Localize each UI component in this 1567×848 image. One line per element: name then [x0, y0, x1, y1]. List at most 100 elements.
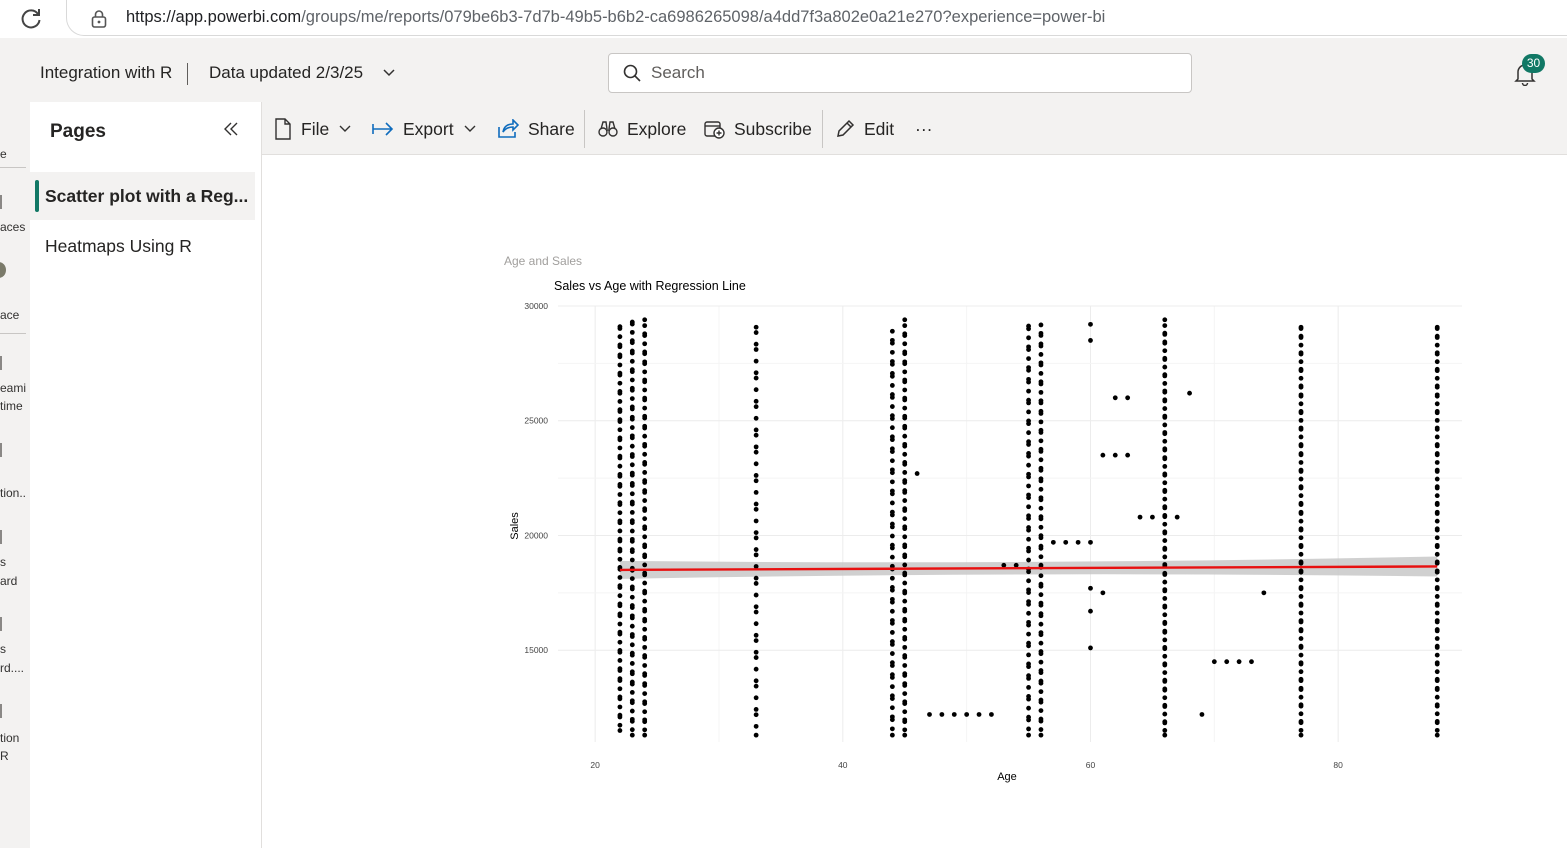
nav-item-icon[interactable] [0, 617, 2, 631]
scatter-point [1298, 643, 1304, 649]
scatter-point [642, 387, 648, 393]
nav-item-label[interactable]: ard [0, 574, 18, 588]
scatter-point [629, 509, 635, 515]
scatter-point [617, 362, 623, 368]
scatter-point [902, 671, 908, 677]
nav-item-icon[interactable] [0, 443, 2, 457]
nav-item-label[interactable]: s [0, 555, 6, 569]
scatter-point [1434, 535, 1440, 541]
scatter-point [1162, 628, 1168, 634]
nav-item-label[interactable]: s [0, 642, 6, 656]
scatter-point [1434, 702, 1440, 708]
scatter-point [1088, 608, 1093, 614]
scatter-point [1088, 338, 1093, 343]
scatter-point [1298, 601, 1304, 607]
nav-item-label[interactable]: time [0, 399, 23, 413]
explore-label: Explore [627, 118, 687, 139]
nav-item-label[interactable]: ace [0, 308, 20, 322]
edit-button[interactable]: Edit [835, 117, 894, 141]
scatter-point [642, 488, 648, 493]
scatter-point [1162, 529, 1168, 535]
scatter-point [1298, 342, 1304, 348]
scatter-point [1434, 493, 1440, 499]
nav-item-icon[interactable] [0, 195, 2, 209]
scatter-point [617, 621, 623, 627]
scatter-point [1298, 618, 1304, 624]
scatter-point [642, 671, 648, 677]
nav-item-icon[interactable] [0, 704, 2, 718]
scatter-point [617, 334, 623, 340]
url-field[interactable] [66, 0, 1567, 36]
search-input[interactable] [649, 60, 1173, 86]
scatter-point [617, 629, 623, 635]
header-divider [187, 63, 188, 85]
scatter-point [617, 722, 623, 728]
nav-item-label[interactable]: eami [0, 381, 27, 395]
collapse-pane-icon[interactable] [223, 122, 239, 136]
scatter-plot[interactable]: Sales vs Age with Regression Line 20 40 60… [500, 270, 1470, 790]
data-updated-label[interactable]: Data updated 2/3/25 [209, 63, 364, 82]
scatter-point [1026, 335, 1031, 341]
share-button[interactable]: Share [497, 117, 575, 141]
y-tick-label: 30000 [524, 301, 548, 311]
scatter-point [629, 319, 635, 325]
scatter-point [753, 501, 759, 507]
scatter-point [902, 588, 908, 594]
export-menu-button[interactable]: Export [372, 117, 476, 141]
scatter-point [1038, 562, 1044, 568]
nav-item-icon[interactable] [0, 530, 2, 544]
url-path: /groups/me/reports/079be6b3-7d7b-49b5-b6… [301, 8, 1106, 26]
report-name[interactable]: Integration with R [40, 63, 173, 82]
nav-item-label[interactable]: tion [0, 731, 20, 745]
scatter-point [1434, 451, 1440, 456]
scatter-point [902, 691, 908, 696]
reload-icon[interactable] [18, 6, 44, 32]
chevron-down-icon[interactable] [382, 68, 396, 78]
scatter-point [1434, 366, 1440, 372]
scatter-point [902, 341, 908, 347]
subscribe-button[interactable]: Subscribe [704, 117, 812, 141]
nav-item-label[interactable]: R [0, 749, 9, 763]
scatter-point [902, 387, 908, 393]
scatter-point [889, 672, 895, 678]
notification-badge[interactable]: 30 [1522, 54, 1545, 73]
scatter-point [989, 712, 994, 717]
nav-item-label[interactable]: e [0, 147, 7, 161]
search-box[interactable] [608, 53, 1192, 93]
scatter-point [1026, 323, 1031, 329]
scatter-point [753, 427, 759, 433]
scatter-point [642, 516, 648, 522]
subscribe-icon [704, 121, 725, 139]
scatter-point [642, 542, 648, 548]
nav-item-label[interactable]: tion.. [0, 486, 27, 500]
lock-icon[interactable] [90, 9, 108, 29]
scatter-point [1162, 545, 1168, 551]
more-options-button[interactable]: ··· [915, 118, 933, 139]
scatter-point [889, 596, 895, 602]
scatter-point [1298, 425, 1304, 431]
nav-item-label[interactable]: rd.... [0, 661, 25, 675]
scatter-point [1125, 395, 1131, 401]
nav-divider [0, 333, 26, 334]
scatter-point [642, 359, 648, 365]
nav-item-label[interactable]: aces [0, 220, 26, 234]
page-tab-heatmaps[interactable]: Heatmaps Using R [45, 236, 192, 256]
scatter-point [889, 371, 895, 376]
file-menu-button[interactable]: File [274, 117, 351, 141]
scatter-point [1434, 526, 1440, 532]
explore-button[interactable]: Explore [598, 117, 686, 141]
scatter-point [889, 500, 895, 506]
nav-item-icon[interactable] [0, 356, 2, 370]
avatar[interactable] [0, 262, 6, 278]
scatter-point [1434, 669, 1440, 675]
scatter-point [902, 405, 908, 411]
url-text[interactable]: https://app.powerbi.com/groups/me/report… [126, 8, 1105, 27]
scatter-point [902, 441, 908, 447]
scatter-point [1162, 496, 1168, 502]
scatter-point [902, 349, 908, 355]
scatter-point [629, 623, 635, 629]
page-tab-scatter-plot[interactable]: Scatter plot with a Reg... [30, 172, 255, 220]
scatter-point [629, 669, 635, 675]
scatter-point [889, 651, 895, 656]
scatter-point [1038, 649, 1044, 654]
